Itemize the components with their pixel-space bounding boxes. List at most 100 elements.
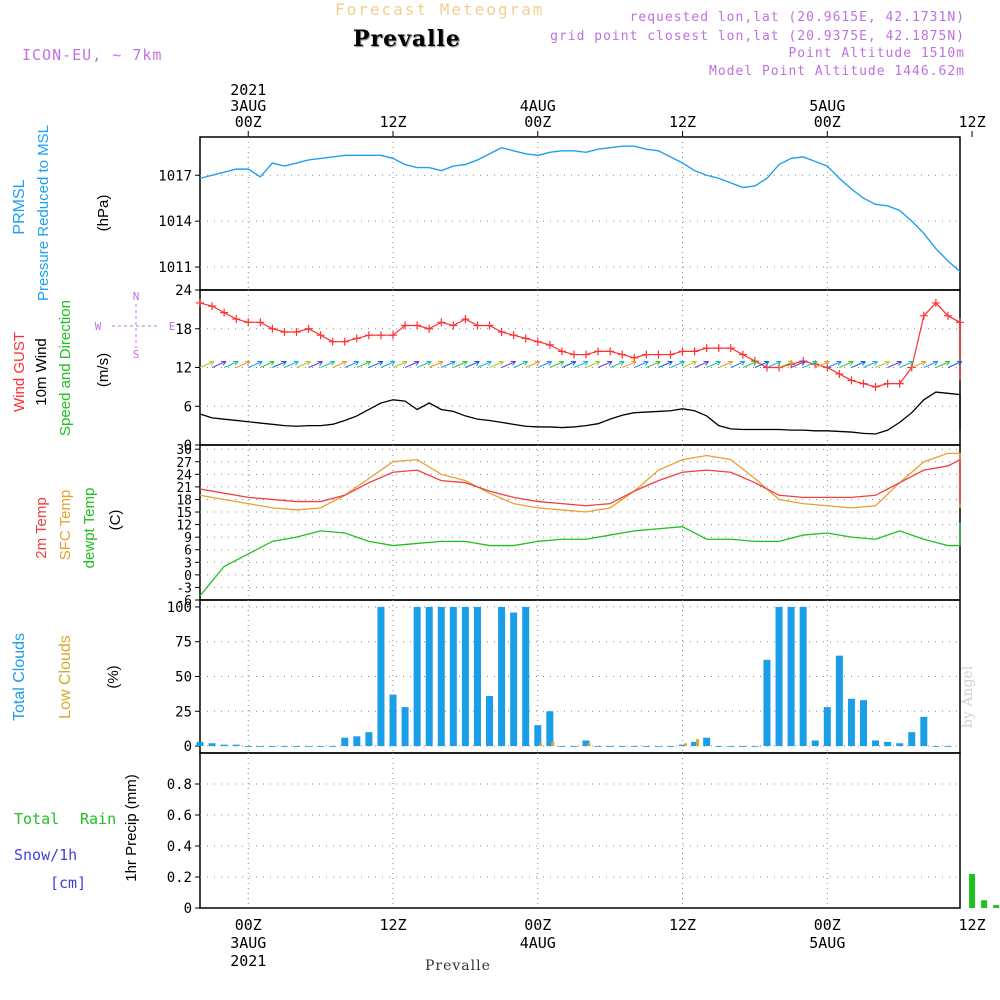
wind-gust-point xyxy=(461,315,470,324)
wind-gust-point xyxy=(859,379,868,388)
wind-direction-arrow xyxy=(851,361,866,368)
total-clouds-bar xyxy=(473,606,481,747)
wind-direction-arrow xyxy=(658,361,673,368)
rain-bar xyxy=(981,900,988,908)
wind-gust-point xyxy=(485,321,494,330)
total-clouds-bar xyxy=(280,746,288,747)
wind-direction-arrow xyxy=(453,361,468,368)
precip-axis-label: 1hr Precip (mm) xyxy=(123,774,140,882)
wind-gust-point xyxy=(256,318,265,327)
total-clouds-bar xyxy=(896,743,904,747)
wind-direction-arrow xyxy=(344,361,360,368)
total-clouds-bar xyxy=(787,606,795,747)
model-altitude: Model Point Altitude 1446.62m xyxy=(709,64,965,79)
wind-gust-point xyxy=(835,369,844,378)
total-clouds-bar xyxy=(413,606,421,747)
wind-gust-point xyxy=(738,350,747,359)
wind-speed-direction-label: Speed and Direction xyxy=(57,300,74,436)
wind-gust-point xyxy=(569,350,578,359)
wind-gust-point xyxy=(557,347,566,356)
top-time-label: 12Z xyxy=(379,113,406,131)
y-tick-label-temperature: 18 xyxy=(176,493,192,508)
total-clouds-label: Total Clouds xyxy=(11,633,28,721)
compass-cross xyxy=(112,304,158,348)
y-tick-label-precip: 0 xyxy=(184,901,192,917)
y-tick-label-wind: 24 xyxy=(175,283,192,299)
top-time-label: 12Z xyxy=(669,113,696,131)
wind-gust-point xyxy=(413,321,422,330)
bottom-time-label: 2021 xyxy=(230,952,266,970)
chart-title: Forecast Meteogram xyxy=(335,0,545,19)
bottom-time-label: 5AUG xyxy=(809,934,845,952)
wind-gust-point xyxy=(847,376,856,385)
rain-bar xyxy=(969,873,976,908)
wind-direction-arrow xyxy=(815,361,830,368)
wind-direction-arrow xyxy=(899,361,915,368)
precip-snow-label: Snow/1h xyxy=(14,846,77,864)
wind-gust-point xyxy=(196,298,204,307)
watermark: by Angel xyxy=(960,665,976,728)
bottom-time-label: 00Z xyxy=(814,916,841,934)
total-clouds-bar xyxy=(932,746,940,747)
total-clouds-bar xyxy=(666,746,674,747)
wind-gust-point xyxy=(642,350,651,359)
y-tick-label-temperature: 9 xyxy=(184,531,192,546)
y-tick-label-precip: 0.4 xyxy=(167,839,192,855)
total-clouds-bar xyxy=(510,612,518,747)
total-clouds-bar xyxy=(872,740,880,747)
total-clouds-bar xyxy=(944,746,952,747)
temp-2m-line xyxy=(199,458,961,507)
wind-direction-arrow xyxy=(296,361,311,368)
y-tick-label-temperature: 30 xyxy=(176,443,192,458)
wind-gust-line xyxy=(199,302,961,388)
total-clouds-bar xyxy=(570,746,578,747)
low-clouds-bar xyxy=(696,739,700,747)
wind-direction-arrow xyxy=(682,361,697,368)
wind-gust-label: Wind GUST xyxy=(11,332,28,412)
low-clouds-bar xyxy=(539,743,543,747)
y-tick-label-clouds: 100 xyxy=(167,600,192,616)
y-tick-label-clouds: 50 xyxy=(175,670,192,686)
total-clouds-bar xyxy=(884,741,892,747)
wind-gust-point xyxy=(931,298,940,307)
wind-gust-point xyxy=(943,311,952,320)
total-clouds-bar xyxy=(220,744,228,747)
wind-gust-point xyxy=(630,353,639,362)
wind-gust-point xyxy=(292,327,301,336)
wind-direction-arrow xyxy=(839,361,854,368)
bottom-time-label: 00Z xyxy=(524,916,551,934)
total-clouds-bar xyxy=(679,744,687,747)
wind-direction-arrow xyxy=(561,361,577,368)
total-clouds-bar xyxy=(763,659,771,747)
wind-direction-arrow xyxy=(441,361,456,368)
bottom-time-label: 3AUG xyxy=(230,934,266,952)
wind-direction-arrow xyxy=(416,361,432,368)
total-clouds-bar xyxy=(642,746,650,747)
prmsl-label: PRMSL xyxy=(11,179,28,234)
y-tick-label-temperature: 6 xyxy=(184,544,192,559)
total-clouds-bar xyxy=(425,606,433,747)
wind-direction-arrow xyxy=(622,361,637,368)
wind-gust-point xyxy=(919,311,928,320)
wind-direction-arrow xyxy=(947,361,963,368)
gridpoint-coordinates: grid point closest lon,lat (20.9375E, 42… xyxy=(550,29,965,44)
wind-direction-arrow xyxy=(778,361,794,368)
precip-snow-unit-label: [cm] xyxy=(50,874,86,892)
wind-direction-arrow xyxy=(368,361,384,368)
wind-direction-arrow xyxy=(742,361,758,368)
wind-direction-arrow xyxy=(754,361,770,368)
total-clouds-bar xyxy=(715,746,723,747)
dewpt-temp-label: dewpt Temp xyxy=(81,488,98,569)
wind-10m-label: 10m Wind xyxy=(33,338,50,406)
wind-direction-arrow xyxy=(537,361,553,368)
bottom-time-label: 4AUG xyxy=(520,934,556,952)
total-clouds-bar xyxy=(606,746,614,747)
wind-gust-point xyxy=(268,324,277,333)
wind-direction-arrow xyxy=(827,361,842,368)
compass-north: N xyxy=(133,290,140,303)
wind-direction-arrow xyxy=(260,361,275,368)
wind-gust-point xyxy=(871,382,880,391)
wind-direction-arrow xyxy=(223,361,239,368)
total-clouds-bar xyxy=(196,741,204,747)
pressure-unit-label: (hPa) xyxy=(95,195,112,232)
